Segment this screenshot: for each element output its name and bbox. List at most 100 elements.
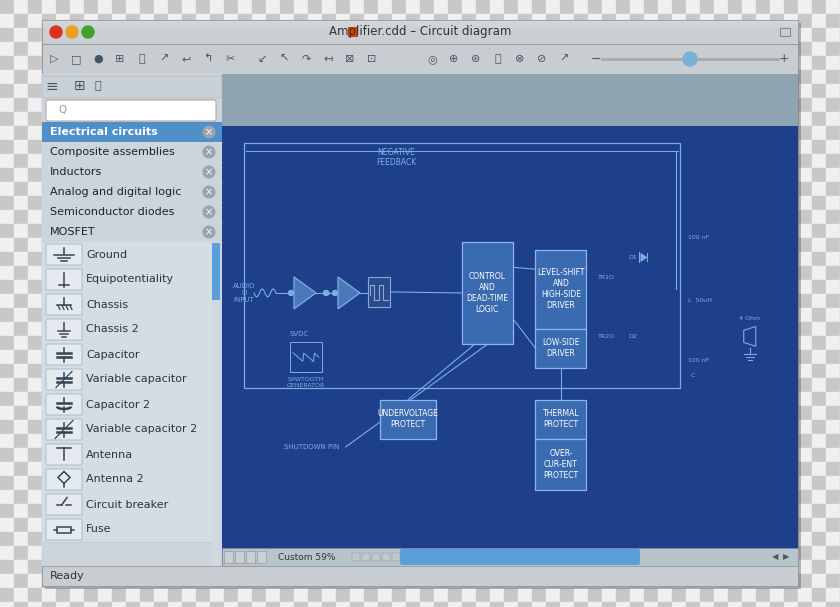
Bar — [770, 560, 784, 574]
Bar — [812, 602, 826, 607]
Bar — [42, 322, 56, 336]
Bar — [42, 112, 56, 126]
Bar — [0, 462, 14, 476]
Bar — [434, 420, 448, 434]
Bar — [728, 308, 742, 322]
Bar — [280, 476, 294, 490]
Bar — [812, 182, 826, 196]
Bar — [280, 224, 294, 238]
Bar — [630, 0, 644, 14]
Bar — [126, 336, 140, 350]
Bar — [42, 142, 222, 162]
Bar — [42, 76, 222, 98]
Bar — [322, 112, 336, 126]
Bar — [630, 266, 644, 280]
Bar — [126, 462, 140, 476]
Bar — [42, 490, 56, 504]
Text: Chassis 2: Chassis 2 — [86, 325, 139, 334]
Bar — [56, 546, 70, 560]
Bar — [756, 98, 770, 112]
Bar — [742, 308, 756, 322]
Bar — [476, 462, 490, 476]
Bar — [378, 266, 392, 280]
Bar — [70, 294, 84, 308]
Bar — [602, 182, 616, 196]
Text: ⊠: ⊠ — [345, 54, 354, 64]
Bar — [644, 434, 658, 448]
Bar — [56, 238, 70, 252]
Bar — [756, 28, 770, 42]
Bar — [602, 28, 616, 42]
Bar — [504, 476, 518, 490]
Bar — [392, 84, 406, 98]
Text: ≡: ≡ — [45, 78, 58, 93]
Bar — [602, 322, 616, 336]
Bar — [826, 294, 840, 308]
Bar — [490, 168, 504, 182]
Bar — [224, 42, 238, 56]
Bar — [616, 238, 630, 252]
Bar — [672, 434, 686, 448]
Bar — [0, 42, 14, 56]
Bar — [728, 336, 742, 350]
Bar — [210, 182, 224, 196]
Bar — [168, 56, 182, 70]
Bar — [686, 602, 700, 607]
Bar — [546, 322, 560, 336]
Text: ↗: ↗ — [160, 54, 169, 64]
Bar — [182, 308, 196, 322]
Bar — [672, 462, 686, 476]
Bar — [140, 56, 154, 70]
Bar — [257, 551, 266, 563]
Bar — [364, 70, 378, 84]
Bar — [0, 378, 14, 392]
Bar — [434, 140, 448, 154]
Bar — [182, 490, 196, 504]
Bar — [294, 336, 308, 350]
Bar — [672, 182, 686, 196]
Bar — [535, 249, 586, 328]
Bar — [0, 0, 14, 14]
Bar — [420, 546, 434, 560]
Bar — [532, 308, 546, 322]
Bar — [504, 420, 518, 434]
Bar — [532, 84, 546, 98]
Bar — [560, 0, 574, 14]
Bar — [196, 126, 210, 140]
Bar — [154, 70, 168, 84]
Bar — [182, 350, 196, 364]
Bar — [70, 434, 84, 448]
Bar — [574, 294, 588, 308]
Bar — [490, 252, 504, 266]
Bar — [84, 378, 98, 392]
Bar — [14, 252, 28, 266]
Bar — [728, 322, 742, 336]
Bar — [364, 420, 378, 434]
Bar — [546, 70, 560, 84]
Bar — [588, 210, 602, 224]
Bar — [42, 504, 56, 518]
Bar — [728, 280, 742, 294]
Bar — [546, 448, 560, 462]
Bar — [770, 70, 784, 84]
Bar — [504, 448, 518, 462]
Bar — [378, 504, 392, 518]
Bar — [126, 14, 140, 28]
Bar — [406, 280, 420, 294]
Bar — [140, 308, 154, 322]
Bar — [826, 168, 840, 182]
Bar — [238, 602, 252, 607]
Bar — [0, 434, 14, 448]
Bar — [350, 168, 364, 182]
Bar — [84, 70, 98, 84]
Bar — [294, 196, 308, 210]
Bar — [140, 406, 154, 420]
Bar — [546, 476, 560, 490]
Bar — [196, 504, 210, 518]
Bar — [518, 168, 532, 182]
Bar — [476, 140, 490, 154]
Bar — [672, 308, 686, 322]
Bar — [630, 448, 644, 462]
Bar — [112, 252, 126, 266]
Bar — [42, 588, 56, 602]
